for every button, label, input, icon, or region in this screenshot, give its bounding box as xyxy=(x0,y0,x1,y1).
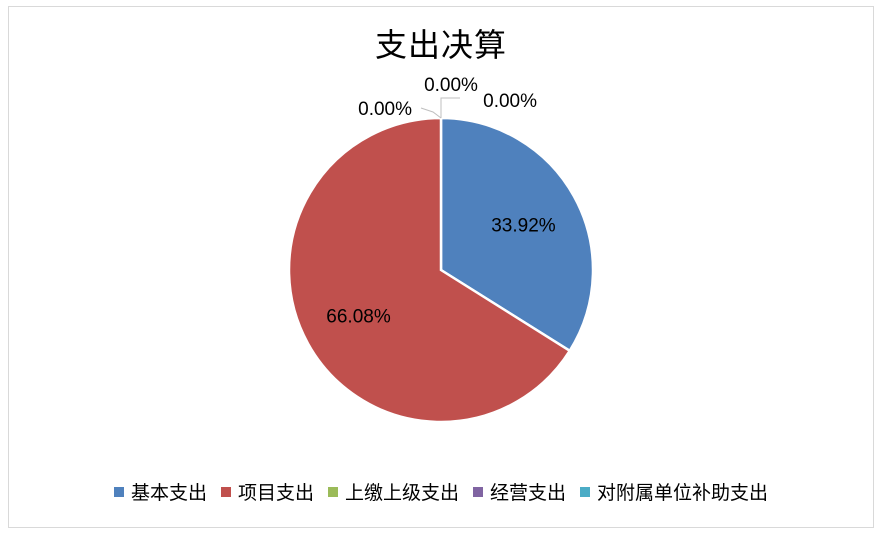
legend-item: 上缴上级支出 xyxy=(327,478,459,505)
legend-item: 对附属单位补助支出 xyxy=(580,478,768,505)
data-label: 66.08% xyxy=(326,307,391,328)
pie-slice xyxy=(287,116,572,424)
legend-swatch xyxy=(580,486,591,497)
data-label: 33.92% xyxy=(491,215,556,236)
data-label: 0.00% xyxy=(483,91,537,112)
legend-label: 经营支出 xyxy=(490,482,567,504)
legend-swatch xyxy=(473,486,483,497)
leader-line xyxy=(420,107,442,119)
legend-swatch xyxy=(327,486,338,497)
leader-line xyxy=(440,97,460,118)
legend-label: 上缴上级支出 xyxy=(344,482,459,504)
legend-item: 基本支出 xyxy=(113,478,207,505)
legend-label: 项目支出 xyxy=(237,482,314,504)
legend-label: 对附属单位补助支出 xyxy=(597,482,769,504)
chart-title: 支出决算 xyxy=(374,26,507,64)
legend-swatch xyxy=(220,486,231,497)
legend-item: 经营支出 xyxy=(473,478,566,505)
legend-swatch xyxy=(113,486,124,497)
data-label: 0.00% xyxy=(358,99,412,120)
data-label: 0.00% xyxy=(424,75,478,96)
legend-item: 项目支出 xyxy=(220,478,314,505)
legend-label: 基本支出 xyxy=(130,482,207,504)
legend: 基本支出 项目支出 上缴上级支出 经营支出 对附属单位补助支出 xyxy=(0,478,882,505)
